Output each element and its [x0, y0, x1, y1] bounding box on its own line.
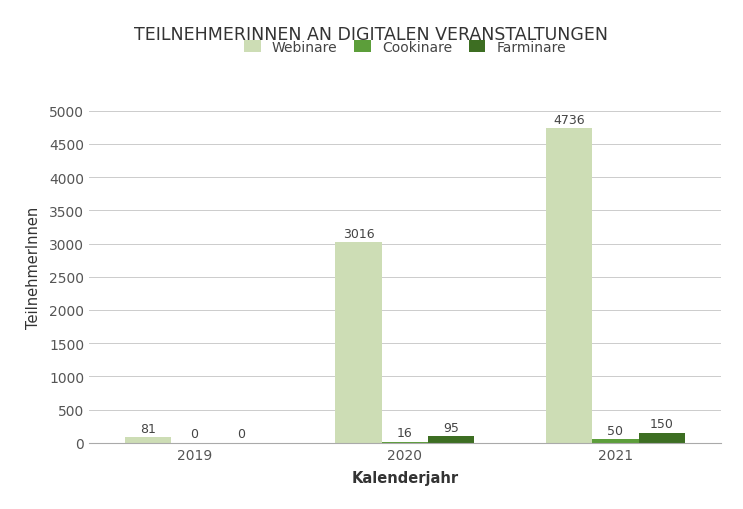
- Text: 4736: 4736: [554, 114, 585, 127]
- Bar: [428, 437, 475, 443]
- Text: TEILNEHMERINNEN AN DIGITALEN VERANSTALTUNGEN: TEILNEHMERINNEN AN DIGITALEN VERANSTALTU…: [134, 25, 609, 43]
- Legend: Webinare, Cookinare, Farminare: Webinare, Cookinare, Farminare: [239, 35, 571, 61]
- Text: 3016: 3016: [343, 228, 374, 241]
- Text: 95: 95: [444, 421, 459, 434]
- Text: 81: 81: [140, 422, 156, 435]
- Bar: [639, 433, 685, 443]
- Text: 0: 0: [237, 428, 244, 440]
- Y-axis label: TeilnehmerInnen: TeilnehmerInnen: [26, 206, 41, 328]
- Bar: [592, 439, 639, 443]
- Text: 50: 50: [608, 424, 623, 437]
- Text: 0: 0: [190, 428, 198, 440]
- Bar: [382, 442, 428, 443]
- Text: 150: 150: [650, 417, 674, 431]
- Text: 16: 16: [397, 427, 413, 439]
- X-axis label: Kalenderjahr: Kalenderjahr: [351, 470, 458, 485]
- Bar: [125, 437, 171, 443]
- Bar: [336, 243, 382, 443]
- Bar: [546, 129, 592, 443]
